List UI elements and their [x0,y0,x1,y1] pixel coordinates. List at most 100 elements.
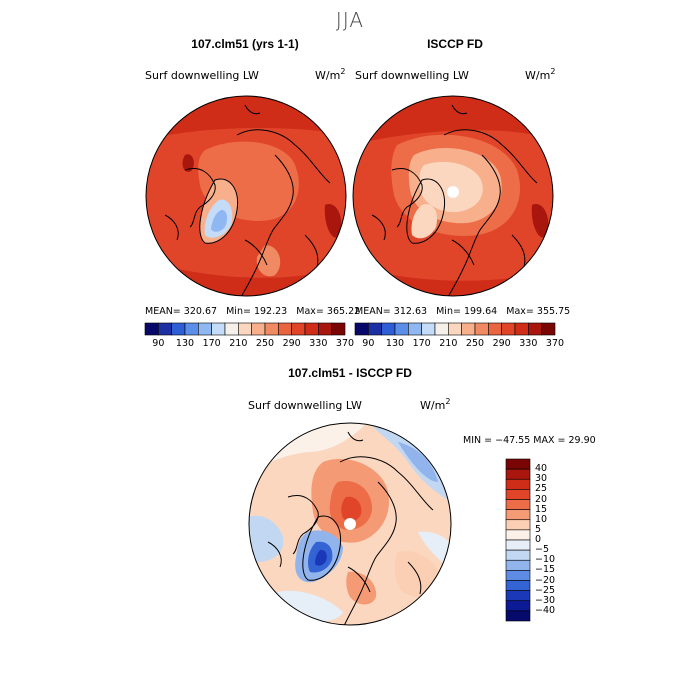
panel3-colorbar-tick-label: −20 [535,574,556,586]
panel3-colorbar-swatch [505,580,531,591]
panel3-pole-mask [344,518,356,530]
panel3-colorbar-swatch [505,559,531,571]
panel1-colorbar-tick-label: 290 [282,338,301,349]
panel3-title: 107.clm51 - ISCCP FD [288,366,412,380]
panel3-colorbar-swatch [505,468,531,480]
panel2-colorbar-swatch [434,322,449,336]
panel3-colorbar-swatch [505,600,531,612]
panel1-title: 107.clm51 (yrs 1-1) [191,37,299,51]
panel1-colorbar-swatch [251,322,266,336]
panel3-colorbar-swatch [505,478,531,490]
panel1-colorbar-tick-label: 170 [202,338,221,349]
panel1-map [145,95,347,297]
panel3-colorbar-swatch [505,509,531,521]
panel1-colorbar-tick-label: 90 [152,338,165,349]
panel2-colorbar-swatch [381,322,396,336]
panel3-colorbar-tick-label: −25 [535,584,556,596]
panel3-field-west-neg [249,515,284,562]
panel3-colorbar-tick-label: −10 [535,554,556,566]
panel1-colorbar-swatch [318,322,332,336]
panel3-colorbar-tick-label: 0 [535,534,542,545]
panel1-colorbar-swatch [264,322,279,336]
panel1-colorbar-swatch [291,322,306,336]
panel2-colorbar-swatch [448,322,462,336]
panel2-colorbar-swatch [528,322,542,336]
panel1-colorbar-tick-label: 210 [229,338,248,349]
panel1-colorbar-tick-label: 250 [255,338,275,349]
panel3-colorbar [505,458,531,622]
panel3-map [248,422,452,626]
panel3-colorbar-swatch [505,610,531,622]
panel1-colorbar-swatch [304,322,319,336]
panel2-title: ISCCP FD [427,37,483,51]
panel3-coastlines [267,431,434,625]
panel3-colorbar-tick-label: −30 [535,594,556,606]
panel1-colorbar-swatch [184,322,199,336]
panel2-map-border [352,95,554,297]
panel2-map [352,95,554,297]
panel3-colorbar-tick-label: 5 [535,523,542,535]
panel3-field-arctic-max [341,496,362,522]
panel1-colorbar-swatch [211,322,226,336]
panel2-colorbar-tick-label: 370 [545,338,565,349]
panel1-field-greenland-min [211,209,228,232]
panel2-colorbar-tick-label: 90 [362,338,375,349]
panel2-colorbar-swatch [368,322,382,336]
panel1-colorbar-swatch [238,322,252,336]
panel3-colorbar-tick-label: 15 [535,503,548,515]
panel3-colorbar-tick-label: 25 [535,483,548,495]
panel3-colorbar-tick-label: 10 [535,513,548,525]
panel2-colorbar-tick-label: 330 [519,338,538,349]
panel3-colorbar-swatch [505,539,531,551]
panel2-stats: MEAN= 312.63 Min= 199.64 Max= 355.75 [355,306,571,317]
panel2-colorbar-swatch [501,322,516,336]
panel2-colorbar-swatch [394,322,409,336]
panel3-colorbar-swatch [505,458,531,470]
panel1-colorbar-swatch [158,322,172,336]
panel2-colorbar-swatch [514,322,529,336]
panel3-colorbar-tick-label: 30 [535,473,548,485]
panel2-pole-mask [447,186,459,198]
panel3-colorbar-swatch [505,529,531,541]
panel3-colorbar-swatch [505,499,531,510]
panel1-colorbar-tick-label: 330 [309,338,328,349]
panel2-colorbar-swatch [541,322,556,336]
panel1-field-patch3 [324,204,342,238]
panel3-colorbar-swatch [505,489,531,500]
panel2-colorbar-tick-label: 170 [412,338,431,349]
panel2-colorbar-swatch [474,322,489,336]
panel2-coastlines [371,104,538,296]
panel1-colorbar-tick-label: 130 [175,338,195,349]
panel2-colorbar-swatch [354,322,369,336]
panel1-colorbar-swatch [144,322,159,336]
panel2-colorbar-swatch [408,322,422,336]
panel3-colorbar-swatch [505,519,531,531]
panel2-colorbar-tick-label: 250 [465,338,485,349]
panel1-colorbar-tick-label: 370 [335,338,355,349]
panel3-field-greenland-min [315,549,327,566]
panel2-colorbar-tick-label: 130 [385,338,405,349]
panel3-colorbar-swatch [505,590,531,602]
panel2-colorbar-tick-label: 210 [439,338,458,349]
panel2-colorbar-swatch [421,322,436,336]
panel3-field-ne-blue2 [398,442,438,482]
panel1-colorbar-swatch [331,322,346,336]
panel3-colorbar-tick-label: −15 [535,564,556,576]
panel1-colorbar-swatch [198,322,212,336]
panel3-colorbar-swatch [505,570,531,581]
panel1-units-label: W/m2 [315,67,346,82]
panel2-field-patch [531,204,549,238]
panel3-colorbar-tick-label: 40 [535,463,548,475]
panel3-stats: MIN = −47.55 MAX = 29.90 [463,435,596,446]
panel1-stats: MEAN= 320.67 Min= 192.23 Max= 365.22 [145,306,361,317]
panel2-units-label: W/m2 [525,67,556,82]
panel3-colorbar-tick-label: 20 [535,493,548,505]
panel1-field-patch2 [182,154,194,172]
panel3-field-s-pos [346,571,377,605]
panel1-map-border [145,95,347,297]
panel2-field-greenland [411,204,438,239]
panel2-colorbar-swatch [488,322,502,336]
panel1-coastlines [164,104,331,296]
panel2-colorbar-swatch [461,322,476,336]
panel3-variable-label: Surf downwelling LW [248,399,362,412]
